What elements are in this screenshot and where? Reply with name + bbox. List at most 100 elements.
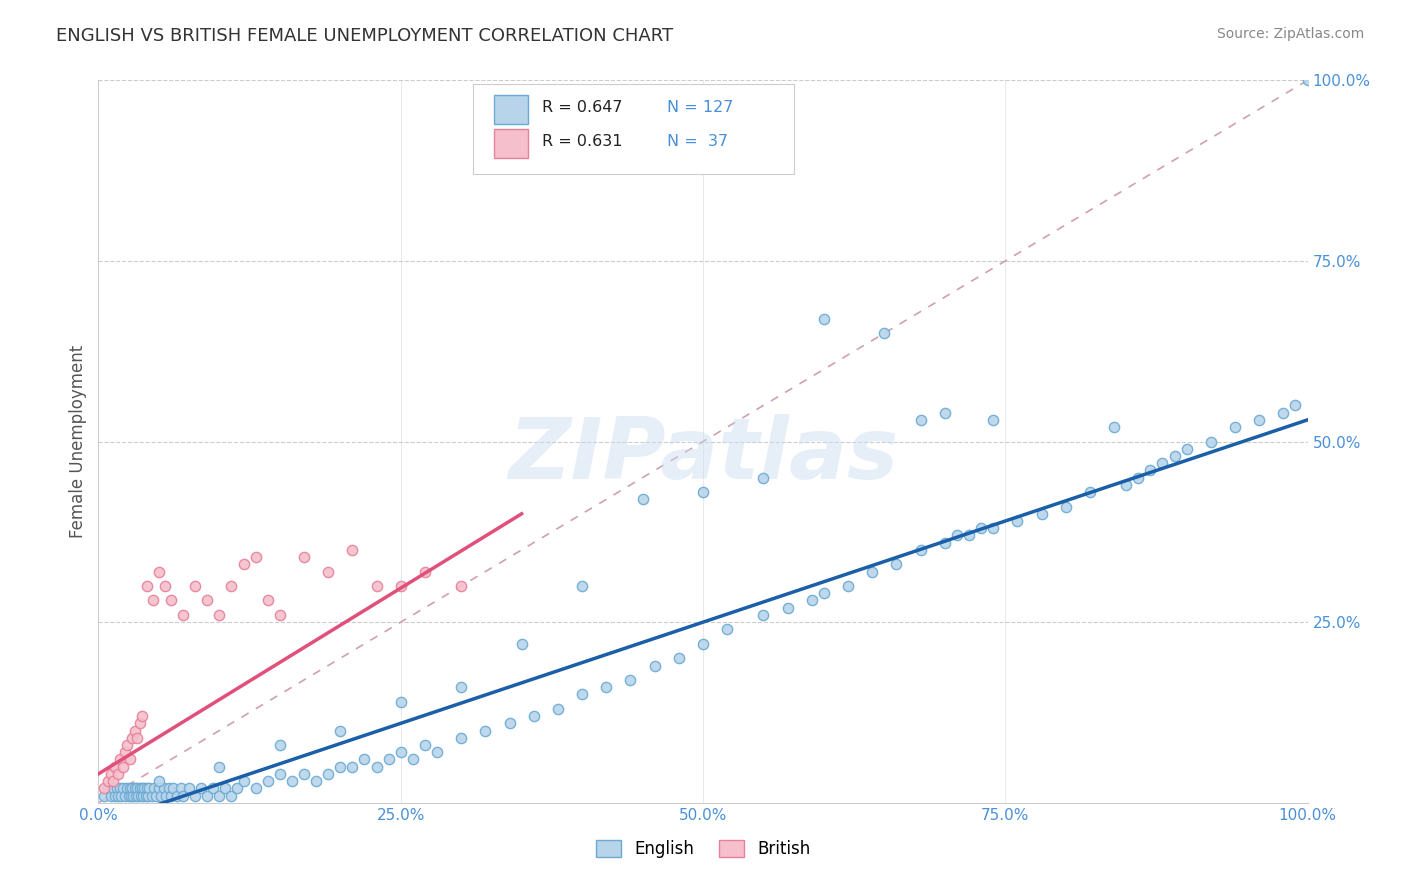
- Point: [208, 789, 231, 803]
- Point: [221, 579, 243, 593]
- Point: [122, 789, 145, 803]
- Point: [93, 781, 115, 796]
- Point: [157, 781, 180, 796]
- Point: [813, 586, 835, 600]
- Point: [117, 781, 139, 796]
- Point: [413, 738, 436, 752]
- Point: [886, 558, 908, 572]
- Point: [148, 781, 170, 796]
- Point: [813, 311, 835, 326]
- Point: [1007, 514, 1029, 528]
- Point: [135, 579, 157, 593]
- Point: [292, 550, 315, 565]
- Point: [120, 789, 142, 803]
- FancyBboxPatch shape: [494, 128, 527, 158]
- Point: [160, 789, 183, 803]
- Point: [143, 781, 166, 796]
- Point: [342, 542, 364, 557]
- Point: [1223, 420, 1246, 434]
- Point: [692, 485, 714, 500]
- Point: [1078, 485, 1101, 500]
- Point: [1054, 500, 1077, 514]
- Point: [389, 695, 412, 709]
- Point: [305, 774, 328, 789]
- Point: [172, 607, 194, 622]
- Point: [150, 789, 173, 803]
- Point: [389, 745, 412, 759]
- Point: [353, 752, 375, 766]
- Point: [100, 767, 122, 781]
- Point: [776, 600, 799, 615]
- Point: [837, 579, 859, 593]
- Point: [108, 752, 131, 766]
- Point: [152, 781, 174, 796]
- Point: [245, 781, 267, 796]
- Point: [100, 789, 122, 803]
- Point: [910, 542, 932, 557]
- Point: [111, 760, 134, 774]
- Point: [474, 723, 496, 738]
- Point: [389, 579, 412, 593]
- Point: [413, 565, 436, 579]
- Point: [1139, 463, 1161, 477]
- Point: [104, 760, 127, 774]
- Point: [1249, 413, 1271, 427]
- Point: [692, 637, 714, 651]
- Point: [104, 789, 127, 803]
- Point: [184, 789, 207, 803]
- Point: [124, 723, 146, 738]
- Point: [108, 781, 131, 796]
- Point: [1102, 420, 1125, 434]
- Point: [128, 781, 150, 796]
- Point: [873, 326, 896, 340]
- Point: [316, 767, 339, 781]
- Point: [981, 521, 1004, 535]
- Point: [256, 593, 278, 607]
- Point: [1284, 398, 1306, 412]
- Point: [232, 774, 254, 789]
- Point: [232, 558, 254, 572]
- Point: [118, 781, 141, 796]
- Point: [402, 752, 425, 766]
- Point: [910, 413, 932, 427]
- Point: [105, 781, 128, 796]
- Point: [166, 789, 188, 803]
- Point: [208, 607, 231, 622]
- Text: R = 0.647: R = 0.647: [543, 100, 623, 115]
- Point: [281, 774, 304, 789]
- Point: [523, 709, 546, 723]
- Point: [145, 789, 167, 803]
- Point: [97, 781, 120, 796]
- Point: [111, 781, 134, 796]
- Point: [135, 789, 157, 803]
- Point: [148, 774, 170, 789]
- Point: [138, 781, 160, 796]
- Point: [148, 565, 170, 579]
- Point: [934, 535, 956, 549]
- Point: [644, 658, 666, 673]
- Point: [101, 781, 124, 796]
- Point: [110, 789, 132, 803]
- Text: N =  37: N = 37: [666, 134, 728, 149]
- Point: [1296, 73, 1319, 87]
- Text: R = 0.631: R = 0.631: [543, 134, 623, 149]
- Point: [118, 789, 141, 803]
- Point: [366, 579, 388, 593]
- Point: [162, 781, 184, 796]
- Text: N = 127: N = 127: [666, 100, 733, 115]
- Point: [1152, 456, 1174, 470]
- Point: [716, 623, 738, 637]
- Point: [125, 789, 148, 803]
- Point: [957, 528, 980, 542]
- Text: Source: ZipAtlas.com: Source: ZipAtlas.com: [1216, 27, 1364, 41]
- Point: [131, 781, 153, 796]
- Point: [136, 789, 159, 803]
- Point: [934, 406, 956, 420]
- Point: [160, 593, 183, 607]
- Point: [221, 789, 243, 803]
- Point: [132, 789, 155, 803]
- Point: [450, 680, 472, 694]
- Point: [595, 680, 617, 694]
- Point: [1199, 434, 1222, 449]
- Text: ZIPatlas: ZIPatlas: [508, 415, 898, 498]
